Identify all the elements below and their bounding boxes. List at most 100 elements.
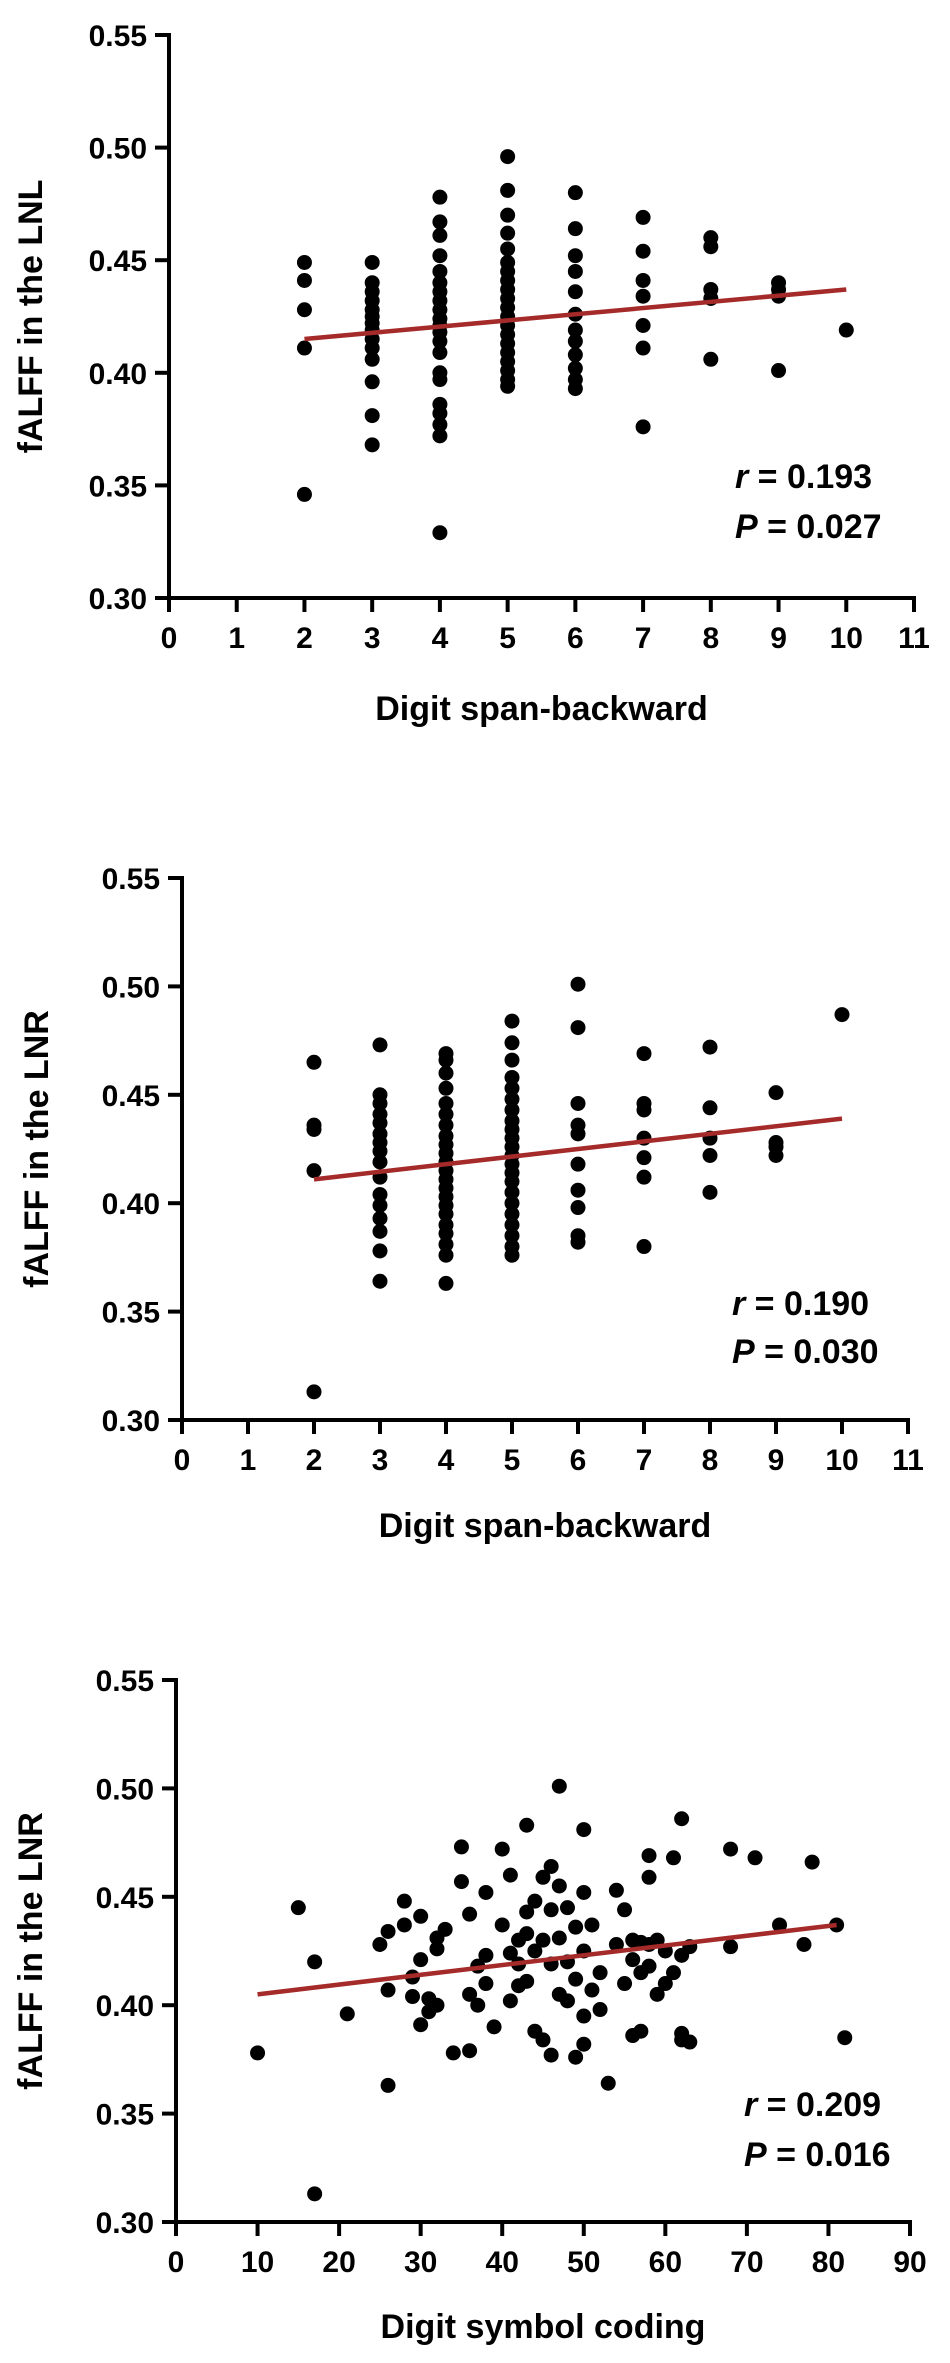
data-point (478, 1884, 494, 1900)
data-point (462, 2043, 478, 2059)
data-point (723, 1841, 739, 1857)
data-point (567, 360, 583, 376)
x-tick-label: 7 (636, 1444, 653, 1477)
data-point (570, 1095, 586, 1111)
data-point (296, 302, 312, 318)
data-point (635, 318, 651, 334)
data-point (576, 1884, 592, 1900)
data-point (372, 1095, 388, 1111)
data-point (438, 1080, 454, 1096)
data-point (641, 1848, 657, 1864)
x-tick-label: 2 (306, 1444, 323, 1477)
data-point (519, 1973, 535, 1989)
data-point (296, 272, 312, 288)
data-point (617, 1902, 633, 1918)
data-point (462, 1906, 478, 1922)
regression-line (304, 287, 847, 342)
data-point (486, 2019, 502, 2035)
data-point (665, 1850, 681, 1866)
x-axis-label: Digit span-backward (379, 1507, 712, 1545)
data-point (543, 1902, 559, 1918)
data-point (372, 1187, 388, 1203)
data-point (290, 1900, 306, 1916)
data-point (445, 2045, 461, 2061)
data-point (559, 1900, 575, 1916)
data-point (372, 1243, 388, 1259)
data-point (519, 1926, 535, 1942)
data-point (453, 1839, 469, 1855)
data-point (372, 1115, 388, 1131)
y-tick-label: 0.40 (102, 1188, 160, 1221)
data-point (500, 149, 516, 165)
y-tick-label: 0.50 (89, 133, 147, 166)
data-point (551, 1778, 567, 1794)
data-point (559, 1993, 575, 2009)
data-point (504, 1206, 520, 1222)
data-point (834, 1007, 850, 1023)
data-point (438, 1106, 454, 1122)
data-point (364, 254, 380, 270)
data-point (837, 2030, 853, 2046)
data-point (438, 1247, 454, 1263)
data-point (504, 1217, 520, 1233)
data-point (296, 486, 312, 502)
data-point (771, 363, 787, 379)
data-point (372, 1273, 388, 1289)
data-point (500, 207, 516, 223)
y-tick-label: 0.30 (96, 2207, 154, 2240)
data-point (437, 1921, 453, 1937)
data-point (504, 1195, 520, 1211)
data-point (339, 2006, 355, 2022)
data-point (570, 1126, 586, 1142)
data-point (657, 1976, 673, 1992)
x-tick-label: 1 (228, 622, 245, 655)
data-point (502, 1867, 518, 1883)
data-point (702, 1039, 718, 1055)
data-point (372, 1143, 388, 1159)
data-point (796, 1936, 812, 1952)
y-tick-label: 0.55 (102, 863, 160, 896)
correlation-r: r = 0.190 (732, 1285, 869, 1323)
x-tick-label: 10 (830, 622, 863, 655)
y-tick-label: 0.55 (89, 20, 147, 53)
data-point (600, 2075, 616, 2091)
p-value: P = 0.016 (744, 2136, 891, 2174)
data-point (768, 1085, 784, 1101)
data-point (432, 263, 448, 279)
data-point (432, 214, 448, 230)
data-point (584, 1917, 600, 1933)
data-point (432, 189, 448, 205)
data-point (500, 241, 516, 257)
data-point (364, 374, 380, 390)
data-point (504, 1069, 520, 1085)
data-point (504, 1013, 520, 1029)
data-point (567, 263, 583, 279)
scatter-panel-3: 0.30 0.35 0.40 0.45 0.50 0.55 0 10 20 30 40 50 60 70 8… (12, 1665, 927, 2346)
x-tick-label: 20 (322, 2246, 355, 2279)
data-point (635, 243, 651, 259)
y-tick-label: 0.50 (102, 971, 160, 1004)
x-tick-label: 10 (241, 2246, 274, 2279)
data-point (636, 1150, 652, 1166)
data-point (504, 1035, 520, 1051)
x-tick-label: 3 (372, 1444, 389, 1477)
data-point (772, 1917, 788, 1933)
data-point (551, 1878, 567, 1894)
data-point (608, 1936, 624, 1952)
x-tick-label: 11 (892, 1444, 924, 1477)
data-point (372, 1197, 388, 1213)
scatter-panel-2: 0.30 0.35 0.40 0.45 0.50 0.55 0 1 2 3 4 5 6 7 8 9 10 11 Di… (18, 863, 924, 1545)
data-point (723, 1939, 739, 1955)
data-point (380, 1982, 396, 1998)
data-point (576, 2036, 592, 2052)
data-point (570, 1182, 586, 1198)
data-point (567, 284, 583, 300)
data-point (307, 2186, 323, 2202)
data-point (502, 1945, 518, 1961)
data-point (296, 254, 312, 270)
data-point (306, 1054, 322, 1070)
x-tick-label: 90 (893, 2246, 926, 2279)
data-point (502, 1993, 518, 2009)
x-axis-label: Digit symbol coding (381, 2308, 706, 2346)
